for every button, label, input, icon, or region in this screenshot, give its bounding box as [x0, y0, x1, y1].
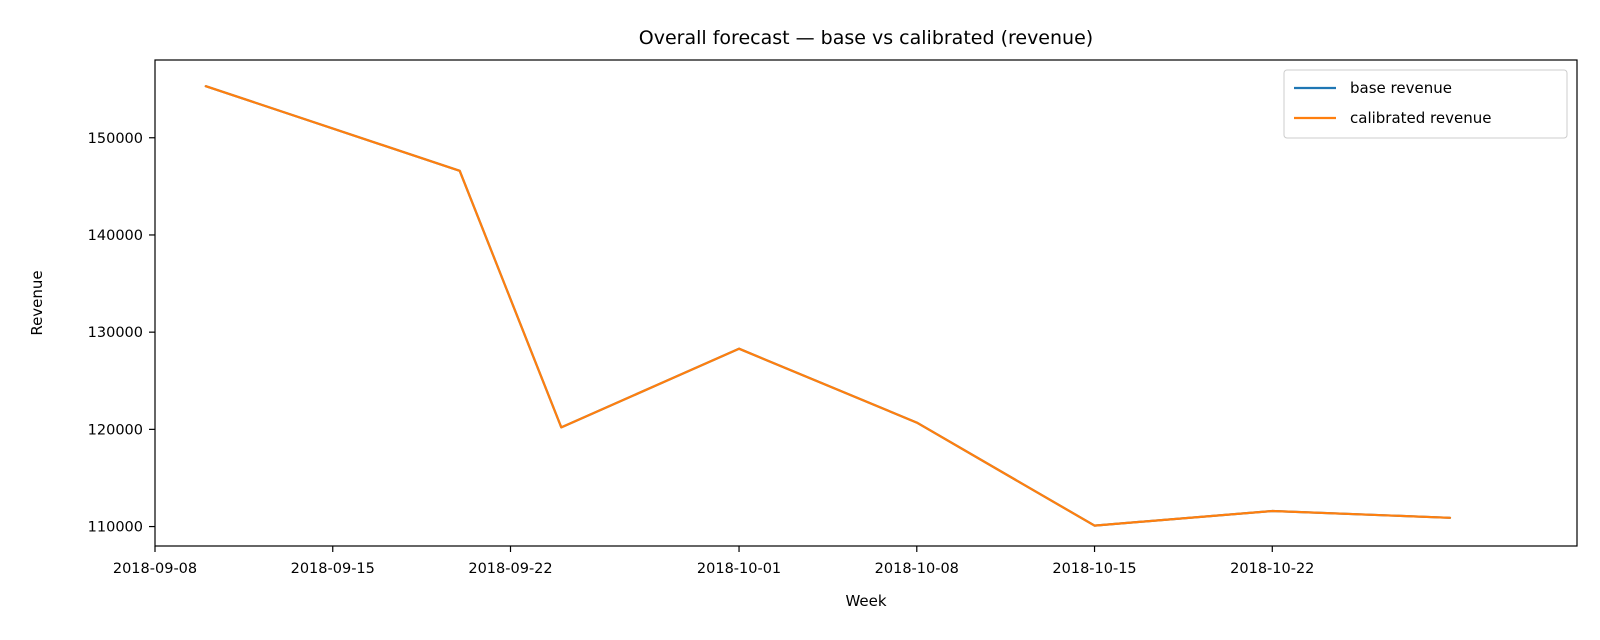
legend: base revenue calibrated revenue [1283, 69, 1568, 139]
x-tick-label: 2018-09-15 [291, 561, 375, 577]
x-tick-label: 2018-10-08 [875, 561, 959, 577]
y-axis-label: Revenue [28, 270, 46, 335]
x-tick-label: 2018-09-22 [468, 561, 552, 577]
y-tick-label: 140000 [88, 228, 143, 244]
x-tick-label: 2018-10-01 [697, 561, 781, 577]
chart-title: Overall forecast — base vs calibrated (r… [639, 27, 1093, 49]
x-tick-label: 2018-10-15 [1052, 561, 1136, 577]
x-tick-label: 2018-10-22 [1230, 561, 1314, 577]
legend-label: base revenue [1350, 79, 1452, 97]
x-tick-label: 2018-09-08 [113, 561, 197, 577]
x-axis-label: Week [845, 592, 886, 610]
plot-frame [154, 59, 1578, 547]
y-tick-label: 120000 [88, 422, 143, 438]
legend-label: calibrated revenue [1350, 109, 1491, 127]
plot-area [204, 85, 1452, 527]
series-line-calibrated-revenue [204, 85, 1452, 527]
y-tick-label: 110000 [88, 520, 143, 536]
series-line-base-revenue [204, 85, 1452, 527]
y-tick-label: 130000 [88, 325, 143, 341]
legend-box [1283, 69, 1568, 139]
y-tick-label: 150000 [88, 131, 143, 147]
